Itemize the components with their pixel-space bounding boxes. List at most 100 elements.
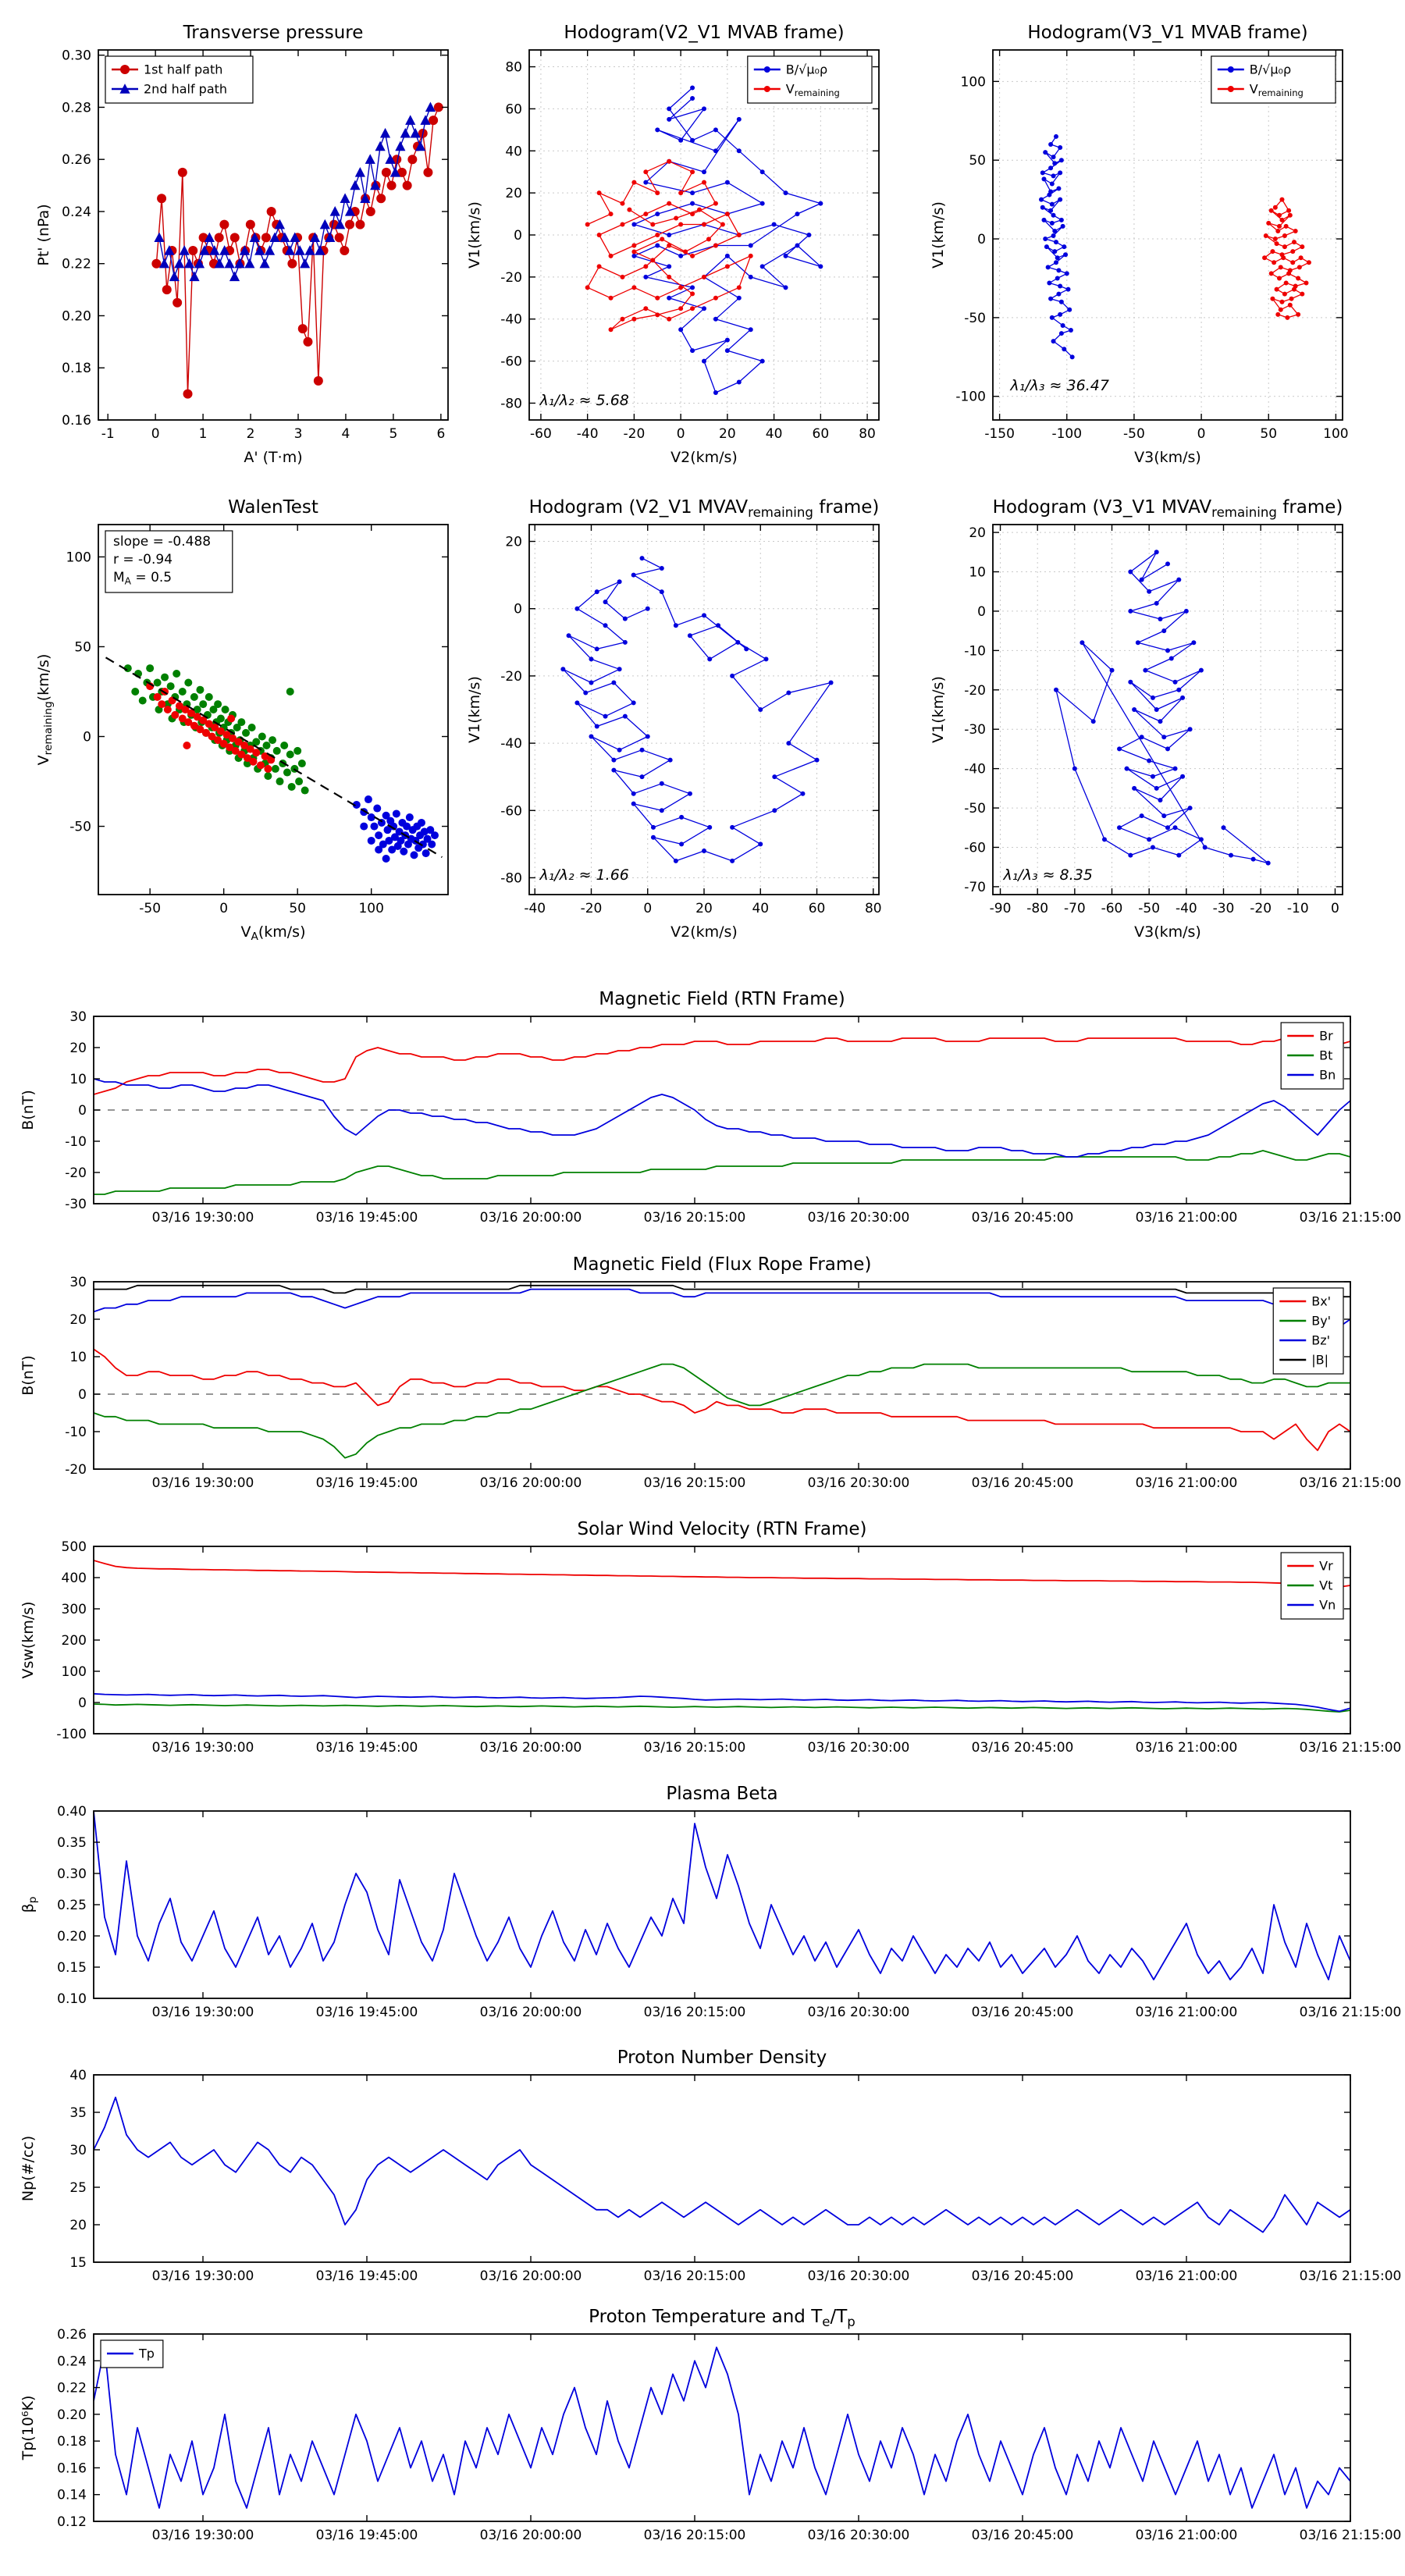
svg-text:03/16 20:15:00: 03/16 20:15:00 bbox=[644, 2005, 746, 2020]
y-axis-label: V1(km/s) bbox=[466, 676, 483, 743]
p2-title: Hodogram(V2_V1 MVAB frame) bbox=[564, 23, 844, 43]
svg-text:40: 40 bbox=[752, 901, 769, 916]
panel-proton-temperature: 03/16 19:30:00 03/16 19:45:00 03/16 20:00:… bbox=[16, 2293, 1405, 2559]
svg-text:03/16 20:00:00: 03/16 20:00:00 bbox=[480, 1210, 582, 1226]
grid-lines bbox=[529, 50, 879, 420]
tick-labels: -150 -100 -50 0 50 100 -100 -50 0 50 100 bbox=[955, 50, 1349, 442]
svg-text:0.22: 0.22 bbox=[62, 257, 91, 272]
panel-proton-density: 03/16 19:30:00 03/16 19:45:00 03/16 20:00:… bbox=[16, 2034, 1405, 2300]
svg-text:40: 40 bbox=[766, 426, 783, 442]
tick-labels: 03/16 19:30:00 03/16 19:45:00 03/16 20:00:… bbox=[65, 1009, 1401, 1226]
p6-series-0 bbox=[1054, 550, 1271, 866]
svg-text:03/16 19:30:00: 03/16 19:30:00 bbox=[152, 2005, 254, 2020]
y-axis-label: Pt' (nPa) bbox=[35, 204, 52, 265]
p5-series-0 bbox=[560, 556, 834, 863]
svg-text:Vremaining: Vremaining bbox=[1250, 82, 1304, 99]
y-axis-label: Tp(10⁶K) bbox=[20, 2396, 37, 2461]
svg-text:-40: -40 bbox=[577, 426, 599, 442]
svg-text:-80: -80 bbox=[1026, 901, 1048, 916]
tick-labels: -50 0 50 100 -50 0 50 100 bbox=[66, 525, 448, 916]
svg-text:0: 0 bbox=[151, 426, 160, 442]
tick-labels: 03/16 19:30:00 03/16 19:45:00 03/16 20:00:… bbox=[56, 1539, 1401, 1756]
svg-text:0: 0 bbox=[643, 901, 652, 916]
panel-hodogram-v2v1-mvav: -40 -20 0 20 40 60 80 20 0 -20 -40 -60 -80 V2(km/s) V1… bbox=[462, 484, 899, 952]
svg-text:-20: -20 bbox=[964, 683, 986, 699]
grid-lines bbox=[529, 525, 879, 895]
svg-text:25: 25 bbox=[69, 2180, 87, 2196]
axes-frame bbox=[992, 49, 1343, 421]
legend: Tp bbox=[100, 2339, 164, 2368]
svg-text:03/16 21:00:00: 03/16 21:00:00 bbox=[1136, 1740, 1238, 1756]
svg-text:-10: -10 bbox=[65, 1425, 87, 1440]
svg-text:03/16 20:30:00: 03/16 20:30:00 bbox=[808, 2528, 910, 2543]
y-axis-label: B(nT) bbox=[20, 1355, 37, 1396]
svg-text:03/16 21:15:00: 03/16 21:15:00 bbox=[1300, 2268, 1402, 2284]
svg-text:-60: -60 bbox=[500, 354, 522, 370]
svg-text:0: 0 bbox=[1331, 901, 1339, 916]
svg-text:r = -0.94: r = -0.94 bbox=[113, 552, 173, 568]
svg-text:03/16 20:30:00: 03/16 20:30:00 bbox=[808, 1740, 910, 1756]
svg-text:0.30: 0.30 bbox=[57, 1866, 87, 1882]
svg-text:03/16 20:45:00: 03/16 20:45:00 bbox=[972, 1475, 1074, 1491]
svg-text:Tp: Tp bbox=[138, 2347, 155, 2361]
svg-text:-150: -150 bbox=[984, 426, 1015, 442]
svg-text:0: 0 bbox=[78, 1387, 87, 1403]
p11-title: Proton Number Density bbox=[617, 2048, 827, 2068]
legend: Br Bt Bn bbox=[1280, 1022, 1344, 1090]
svg-text:-20: -20 bbox=[624, 426, 646, 442]
y-axis-label: βp bbox=[20, 1897, 39, 1913]
svg-text:100: 100 bbox=[66, 550, 91, 565]
panel-plasma-beta: 03/16 19:30:00 03/16 19:45:00 03/16 20:00:… bbox=[16, 1770, 1405, 2036]
svg-text:03/16 21:00:00: 03/16 21:00:00 bbox=[1136, 1210, 1238, 1226]
svg-text:03/16 21:15:00: 03/16 21:15:00 bbox=[1300, 2005, 1402, 2020]
svg-text:20: 20 bbox=[505, 535, 522, 550]
svg-text:0.30: 0.30 bbox=[62, 48, 91, 64]
svg-text:20: 20 bbox=[69, 2218, 87, 2233]
svg-text:80: 80 bbox=[865, 901, 882, 916]
svg-text:-50: -50 bbox=[964, 801, 986, 817]
svg-text:03/16 21:15:00: 03/16 21:15:00 bbox=[1300, 1475, 1402, 1491]
svg-text:03/16 20:45:00: 03/16 20:45:00 bbox=[972, 1740, 1074, 1756]
svg-text:-40: -40 bbox=[964, 762, 986, 777]
svg-text:-10: -10 bbox=[964, 643, 986, 659]
svg-text:10: 10 bbox=[69, 1072, 87, 1087]
tick-labels: -90 -80 -70 -60 -50 -40 -30 -20 -10 020100-10-20-… bbox=[964, 525, 1343, 916]
svg-text:03/16 20:00:00: 03/16 20:00:00 bbox=[480, 1475, 582, 1491]
svg-text:0: 0 bbox=[219, 901, 228, 916]
p4-title: WalenTest bbox=[228, 497, 318, 518]
p3-series-1 bbox=[1262, 197, 1311, 320]
svg-text:-40: -40 bbox=[1176, 901, 1197, 916]
svg-text:03/16 20:30:00: 03/16 20:30:00 bbox=[808, 2005, 910, 2020]
y-axis-label: V1(km/s) bbox=[466, 201, 483, 269]
svg-text:03/16 19:45:00: 03/16 19:45:00 bbox=[316, 1740, 418, 1756]
p2-chart-svg: -60 -40 -20 0 20 40 60 80 -80 -60 -40 -20 0 20 40 60 80 V… bbox=[462, 9, 899, 478]
svg-text:0: 0 bbox=[977, 604, 986, 620]
y-axis-label: Np(#/cc) bbox=[20, 2136, 37, 2201]
p11-chart-svg: 03/16 19:30:00 03/16 19:45:00 03/16 20:00:… bbox=[16, 2034, 1405, 2300]
svg-text:5: 5 bbox=[389, 426, 397, 442]
svg-text:03/16 20:15:00: 03/16 20:15:00 bbox=[644, 1740, 746, 1756]
svg-text:03/16 20:00:00: 03/16 20:00:00 bbox=[480, 2528, 582, 2543]
svg-text:-50: -50 bbox=[1123, 426, 1145, 442]
p9-series-2 bbox=[94, 1692, 1350, 1713]
svg-text:0.35: 0.35 bbox=[57, 1835, 87, 1851]
svg-text:0.25: 0.25 bbox=[57, 1898, 87, 1913]
annotation: λ₁/λ₂ ≈ 5.68 bbox=[539, 392, 628, 409]
svg-text:-40: -40 bbox=[524, 901, 546, 916]
p7-series-0 bbox=[94, 1037, 1350, 1095]
svg-text:-1: -1 bbox=[101, 426, 115, 442]
svg-text:03/16 21:00:00: 03/16 21:00:00 bbox=[1136, 2268, 1238, 2284]
svg-text:-20: -20 bbox=[65, 1462, 87, 1478]
svg-text:-60: -60 bbox=[1101, 901, 1123, 916]
y-axis-label: V1(km/s) bbox=[930, 676, 947, 743]
grid-lines bbox=[993, 525, 1343, 895]
p3-series-0 bbox=[1039, 133, 1075, 360]
x-axis-label: V2(km/s) bbox=[670, 449, 738, 466]
svg-text:0: 0 bbox=[83, 730, 91, 745]
svg-text:-40: -40 bbox=[500, 736, 522, 752]
svg-text:0.16: 0.16 bbox=[62, 413, 91, 429]
tick-labels: 03/16 19:30:00 03/16 19:45:00 03/16 20:00:… bbox=[57, 2327, 1401, 2543]
p10-chart-svg: 03/16 19:30:00 03/16 19:45:00 03/16 20:00:… bbox=[16, 1770, 1405, 2036]
svg-text:0.20: 0.20 bbox=[57, 1929, 87, 1944]
svg-text:|B|: |B| bbox=[1311, 1353, 1329, 1368]
